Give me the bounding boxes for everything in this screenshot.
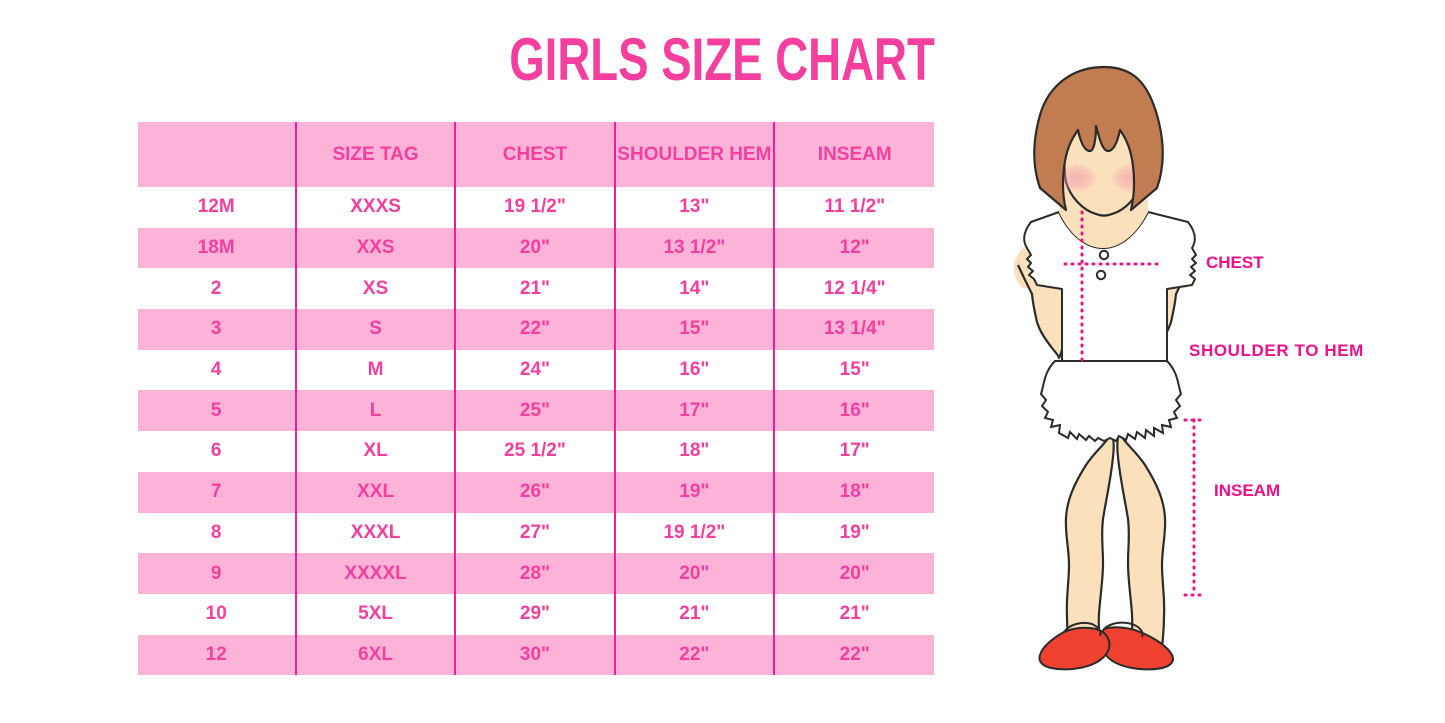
svg-text:INSEAM: INSEAM <box>1214 481 1280 500</box>
svg-text:SHOULDER TO HEM: SHOULDER TO HEM <box>1189 341 1364 360</box>
svg-text:CHEST: CHEST <box>1206 253 1264 272</box>
